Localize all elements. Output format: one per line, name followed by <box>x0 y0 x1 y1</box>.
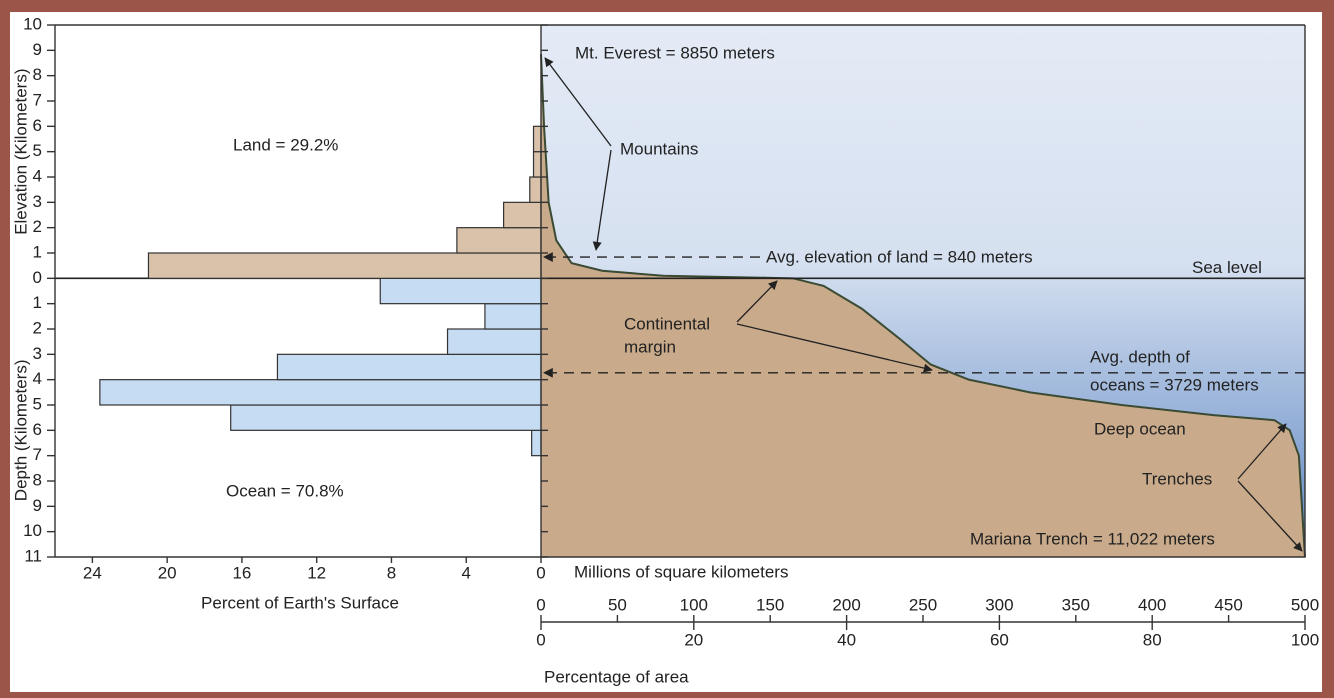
x-tick-label: 12 <box>307 563 326 582</box>
curve-line <box>540 54 1306 558</box>
annotation: Continental <box>624 314 710 333</box>
x2-tick-label: 100 <box>1291 630 1319 649</box>
x-tick-label: 0 <box>536 595 545 614</box>
x-tick-label: 250 <box>909 595 937 614</box>
x-tick-label: 24 <box>83 563 102 582</box>
reference-label: oceans = 3729 meters <box>1090 375 1259 394</box>
sea-level-label: Sea level <box>1192 258 1262 277</box>
x-tick-label: 450 <box>1214 595 1242 614</box>
histogram-bar <box>276 353 542 381</box>
x-tick-label: 0 <box>536 563 545 582</box>
annotation: Deep ocean <box>1094 419 1186 438</box>
x2-tick-label: 80 <box>1143 630 1162 649</box>
y-tick-label: 5 <box>33 141 42 160</box>
arrows <box>544 57 1303 552</box>
histogram-bar <box>484 303 542 330</box>
y-axis-label: Elevation (Kilometers) <box>11 69 30 235</box>
y-tick-label: 11 <box>24 546 42 565</box>
y-tick-label: 3 <box>33 344 42 363</box>
x-tick-label: 350 <box>1062 595 1090 614</box>
reference-label: Avg. depth of <box>1090 347 1190 366</box>
x-tick-label: 150 <box>756 595 784 614</box>
arrow <box>1237 480 1303 552</box>
y-tick-label: 10 <box>23 14 42 33</box>
arrow <box>544 57 612 147</box>
chart-layer: Sea level Avg. elevation of land = 840 me… <box>11 14 1319 686</box>
y-tick-label: 1 <box>33 242 42 261</box>
y-tick-label: 7 <box>33 445 42 464</box>
x-tick-label: 20 <box>158 563 177 582</box>
x-tick-label: 8 <box>387 563 396 582</box>
y-tick-label: 8 <box>33 470 42 489</box>
y-tick-label: 5 <box>33 394 42 413</box>
x-tick-label: 500 <box>1291 595 1319 614</box>
annotation: Trenches <box>1142 469 1212 488</box>
arrow <box>736 280 778 323</box>
histogram-bar <box>456 227 542 254</box>
annotation: Land = 29.2% <box>233 135 338 154</box>
histogram-bar <box>532 151 542 178</box>
x-axis-label: Millions of square kilometers <box>574 562 788 581</box>
area-fill <box>541 54 1305 558</box>
y-tick-label: 4 <box>33 166 42 185</box>
histogram-bar <box>99 379 542 406</box>
histogram-bar <box>446 328 542 355</box>
x-axis-label: Percent of Earth's Surface <box>201 593 399 612</box>
histogram-bar <box>532 125 542 153</box>
y-axis-label: Depth (Kilometers) <box>11 359 30 501</box>
y-tick-label: 0 <box>33 268 42 287</box>
annotation: margin <box>624 337 676 356</box>
x-tick-label: 4 <box>461 563 470 582</box>
histogram-bar <box>503 201 542 229</box>
x-tick-label: 16 <box>232 563 251 582</box>
annotation: Mountains <box>620 139 698 158</box>
x2-tick-label: 40 <box>837 630 856 649</box>
y-tick-label: 9 <box>33 40 42 59</box>
y-tick-label: 1 <box>33 293 42 312</box>
x-tick-label: 100 <box>680 595 708 614</box>
y-tick-label: 6 <box>33 420 42 439</box>
arrow <box>736 323 933 373</box>
reference-label: Avg. elevation of land = 840 meters <box>766 248 1033 267</box>
x-tick-label: 200 <box>832 595 860 614</box>
x2-tick-label: 60 <box>990 630 1009 649</box>
y-tick-label: 9 <box>33 496 42 515</box>
histogram-bar <box>230 404 542 431</box>
histogram-bar <box>531 429 542 457</box>
arrow <box>592 149 612 251</box>
y-tick-label: 3 <box>33 192 42 211</box>
x2-axis-label: Percentage of area <box>544 667 689 686</box>
y-tick-label: 2 <box>33 318 42 337</box>
histogram-bar <box>379 277 542 305</box>
x-tick-label: 50 <box>608 595 627 614</box>
histogram-bar <box>529 176 542 203</box>
y-tick-label: 4 <box>33 369 42 388</box>
x2-tick-label: 0 <box>536 630 545 649</box>
annotation: Ocean = 70.8% <box>226 481 344 500</box>
arrow <box>1237 423 1287 480</box>
annotation: Mt. Everest = 8850 meters <box>575 43 775 62</box>
x-tick-label: 400 <box>1138 595 1166 614</box>
x-tick-label: 300 <box>985 595 1013 614</box>
y-tick-label: 2 <box>33 217 42 236</box>
x2-tick-label: 20 <box>684 630 703 649</box>
y-tick-label: 10 <box>23 521 42 540</box>
y-tick-label: 6 <box>33 116 42 135</box>
y-tick-label: 7 <box>33 90 42 109</box>
annotation: Mariana Trench = 11,022 meters <box>970 529 1215 548</box>
histogram-bar <box>147 252 542 279</box>
y-tick-label: 8 <box>33 65 42 84</box>
